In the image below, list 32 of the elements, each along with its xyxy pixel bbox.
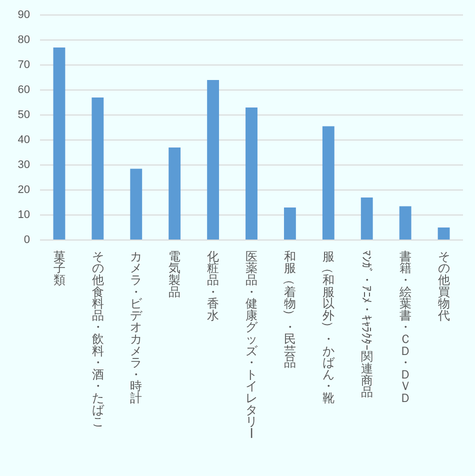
- y-tick-label: 30: [18, 159, 30, 171]
- category-label: ﾏﾝｶﾞ・ｱﾆﾒ・ｷｬﾗｸﾀｰ関連商品: [359, 250, 374, 400]
- bar: [53, 48, 66, 240]
- category-label: 和服（着物）・民芸品: [282, 249, 296, 370]
- bar: [438, 228, 450, 240]
- bar: [92, 98, 104, 240]
- y-tick-label: 10: [18, 209, 30, 221]
- y-tick-label: 20: [18, 184, 30, 196]
- x-tick-label: 化粧品・香水: [207, 249, 220, 322]
- y-tick-label: 60: [18, 84, 30, 96]
- category-label: 医薬品・健康グッズ・トイレタリー: [244, 249, 258, 439]
- bar: [246, 108, 258, 240]
- x-tick-label: 電気製品: [168, 249, 181, 299]
- bar: [322, 126, 334, 240]
- y-tick-label: 70: [18, 59, 30, 71]
- category-label: 書籍・絵葉書・ＣＤ・ＤＶＤ: [399, 249, 412, 405]
- category-label: その他食料品・飲料・酒・たばこ: [92, 249, 104, 429]
- bar: [168, 148, 181, 240]
- bar: [130, 168, 142, 240]
- y-tick-label: 0: [24, 234, 30, 246]
- bar: [399, 206, 412, 240]
- y-tick-label: 50: [18, 109, 30, 121]
- bar: [207, 80, 220, 240]
- x-tick-label: 菓子類: [53, 249, 66, 287]
- bar: [360, 198, 373, 240]
- y-tick-label: 40: [18, 134, 30, 146]
- bar: [284, 208, 296, 240]
- x-tick-label: その他買物代: [436, 249, 450, 322]
- y-tick-label: 90: [18, 9, 30, 21]
- category-label: カメラ・ビデオカメラ・時計: [130, 249, 142, 405]
- category-label: 服（和服以外）・かばん・靴: [320, 249, 335, 405]
- y-tick-label: 80: [18, 34, 30, 46]
